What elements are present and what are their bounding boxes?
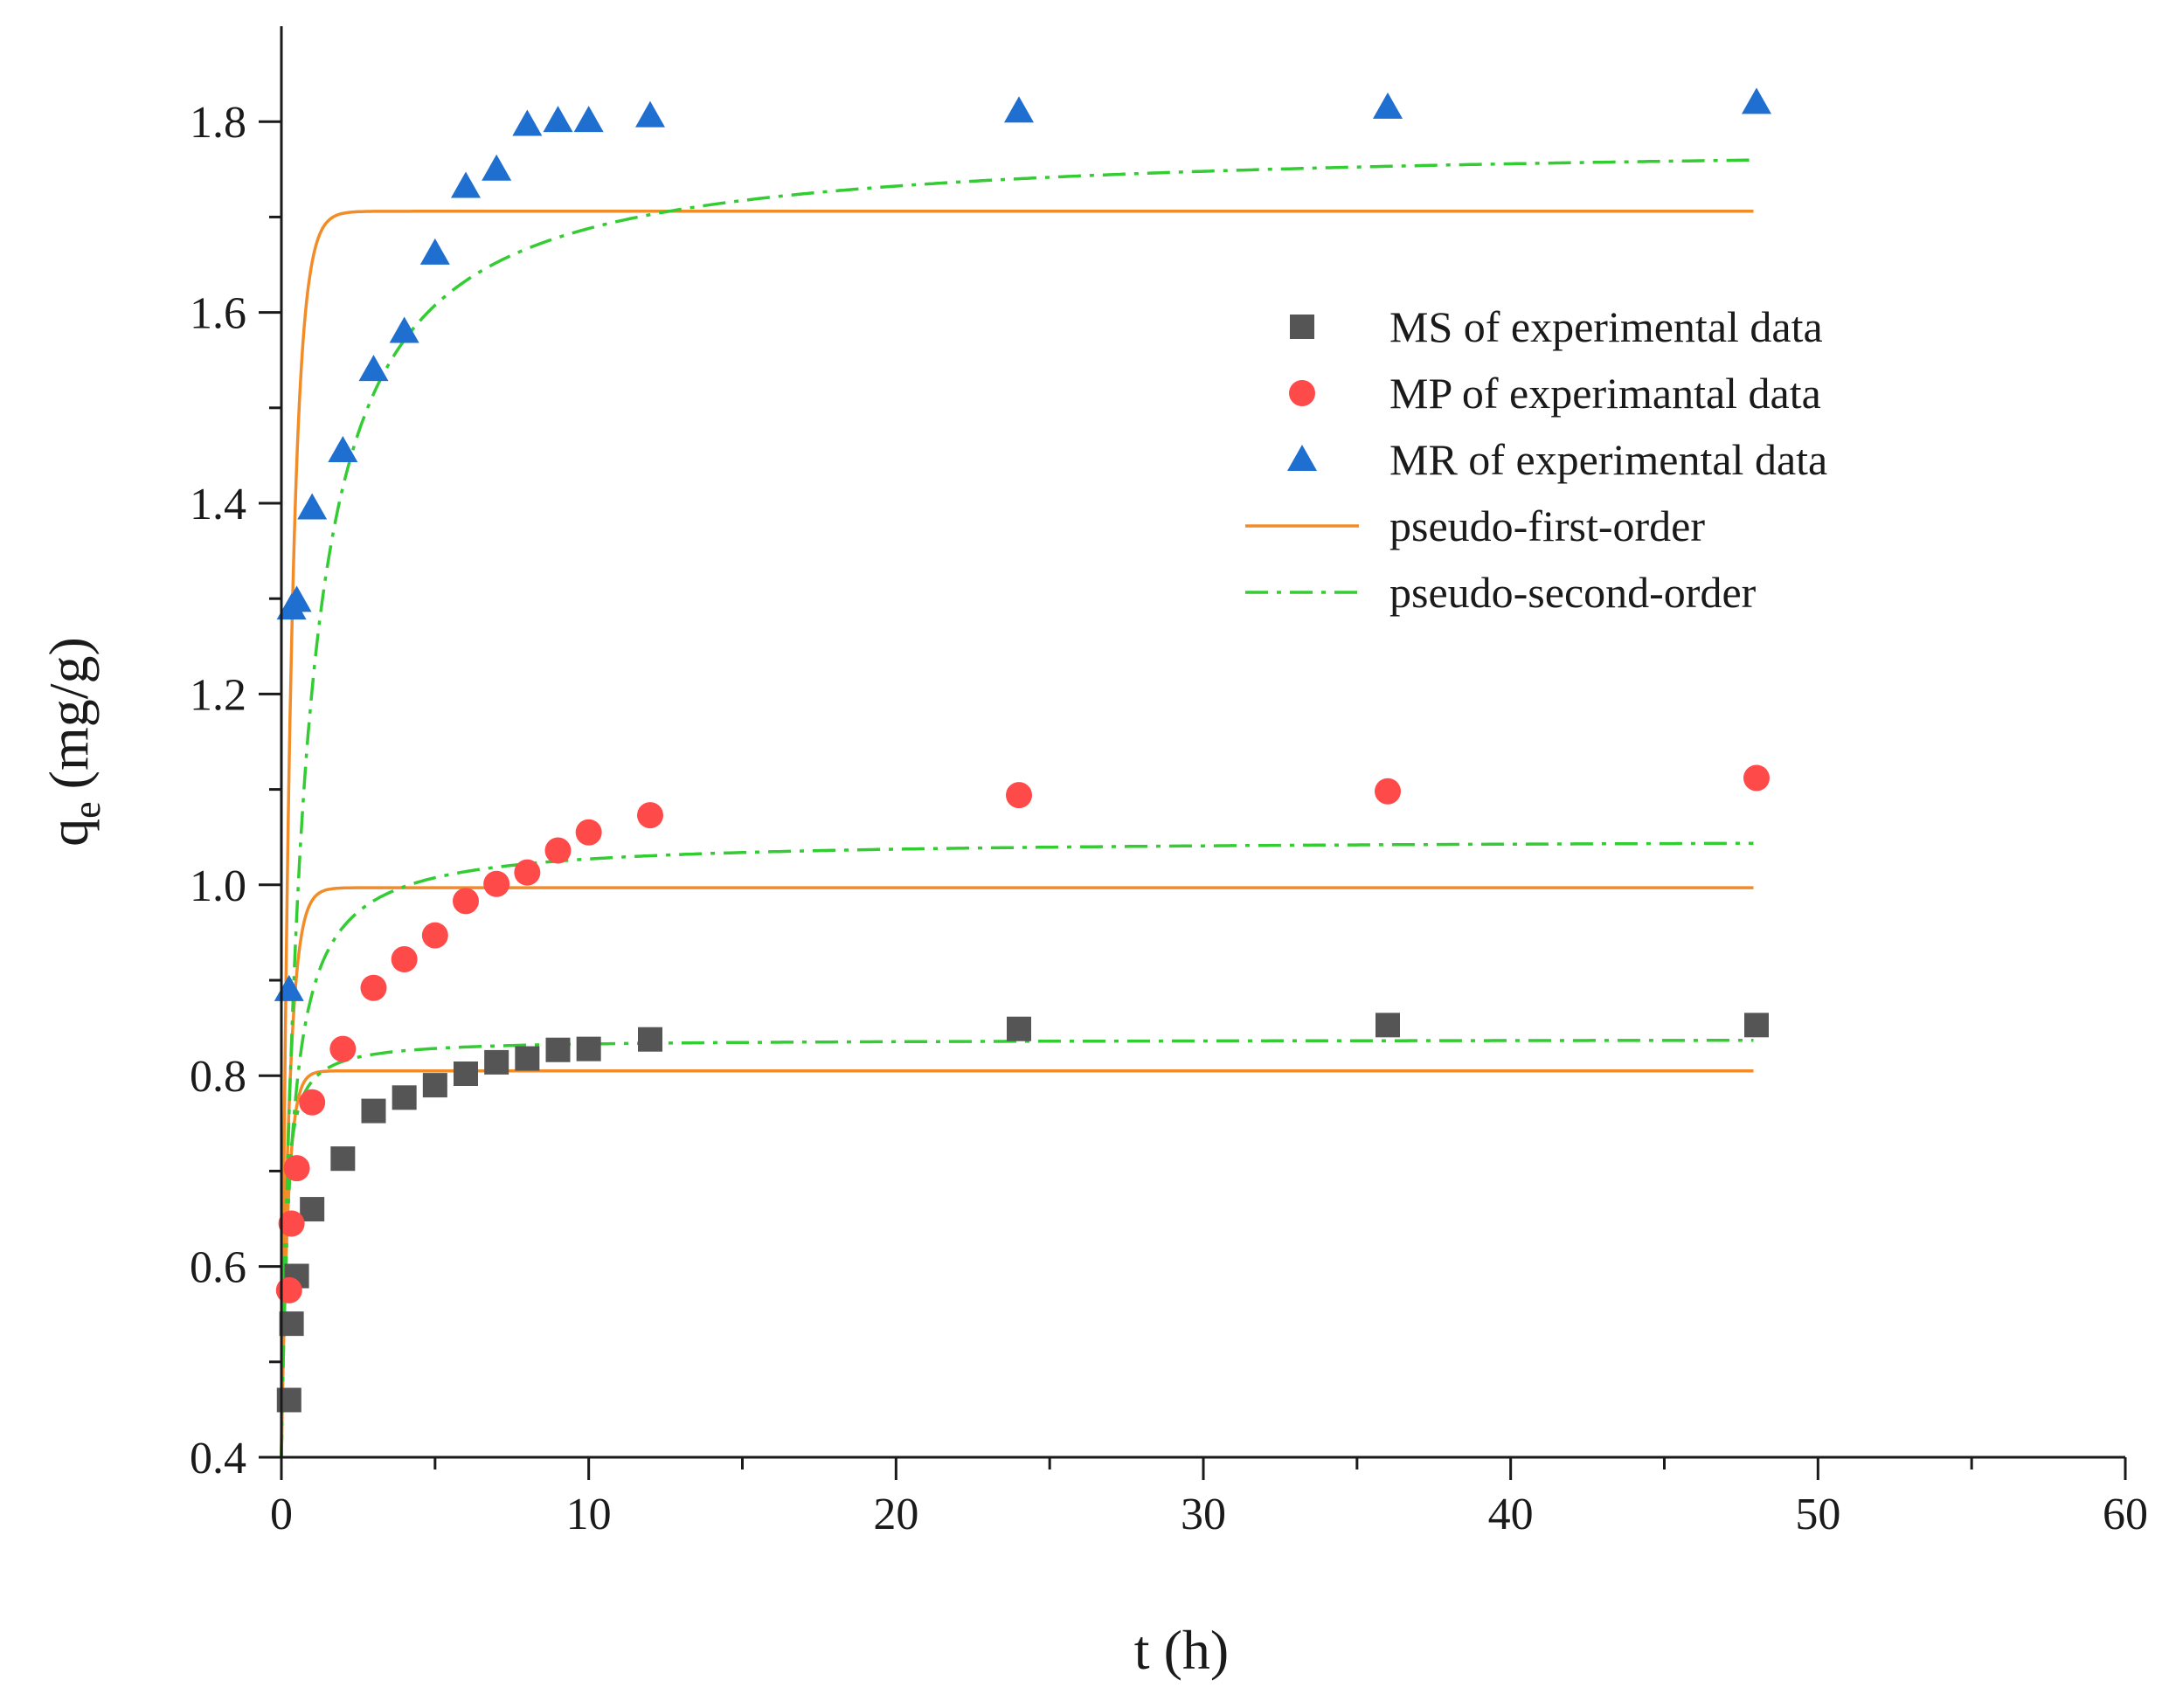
data-point-ms <box>1007 1016 1031 1041</box>
legend-marker-square <box>1290 315 1314 339</box>
legend-label: MP of experimantal data <box>1389 369 1821 418</box>
y-tick-label: 0.8 <box>190 1052 246 1102</box>
ticks-layer: 0 10 20 30 40 50 60 0.4 0.6 0.8 1.0 1.2 1.4 1.6 1.8 <box>190 98 2148 1539</box>
y-axis-title-unit: (mg/g) <box>38 637 100 789</box>
data-point-ms <box>422 1073 447 1098</box>
y-tick-label: 0.6 <box>190 1243 246 1293</box>
y-tick-label: 1.2 <box>190 670 246 720</box>
data-point-mp <box>637 802 663 829</box>
data-point-ms <box>454 1061 478 1087</box>
fit-curves-layer <box>280 158 1754 1458</box>
data-point-mr <box>328 435 358 462</box>
data-point-mr <box>1373 92 1403 119</box>
x-tick-label: 20 <box>873 1490 918 1539</box>
data-point-mp <box>275 1276 302 1303</box>
data-point-mr <box>281 585 312 612</box>
pso-curve-ms <box>280 1039 1754 1458</box>
data-point-mp <box>421 922 448 949</box>
data-point-mr <box>274 974 304 1001</box>
data-point-ms <box>1744 1013 1769 1038</box>
data-point-ms <box>279 1311 304 1337</box>
data-point-mr <box>635 100 665 128</box>
pfo-curve-ms <box>280 1068 1754 1458</box>
data-point-ms <box>392 1085 417 1110</box>
x-axis-title: t (h) <box>1134 1619 1229 1681</box>
data-point-mr <box>451 171 481 198</box>
legend-label: pseudo-second-order <box>1389 568 1757 617</box>
legend-label: pseudo-first-order <box>1389 501 1705 550</box>
pfo-curve-mp <box>280 886 1754 1458</box>
y-tick-label: 1.6 <box>190 289 246 339</box>
legend-marker-triangle <box>1287 445 1317 471</box>
data-point-mr <box>512 109 543 136</box>
data-point-mr <box>419 238 450 265</box>
y-tick-label: 1.0 <box>190 861 246 911</box>
x-tick-label: 60 <box>2103 1490 2148 1539</box>
data-point-mr <box>482 154 512 181</box>
x-tick-label: 10 <box>566 1490 612 1539</box>
pso-curve-mp <box>280 841 1754 1458</box>
data-point-mr <box>573 106 604 133</box>
data-point-mr <box>1004 96 1034 123</box>
data-point-ms <box>638 1027 662 1052</box>
y-tick-label: 1.8 <box>190 98 246 148</box>
data-point-mp <box>1743 764 1770 792</box>
data-point-ms <box>545 1037 571 1062</box>
data-point-mr <box>543 106 573 133</box>
data-point-ms <box>300 1197 325 1222</box>
data-point-ms <box>330 1146 356 1172</box>
data-point-ms <box>515 1046 540 1071</box>
data-point-mp <box>575 819 602 846</box>
data-point-mr <box>389 316 419 343</box>
data-point-ms <box>484 1049 509 1075</box>
data-point-mp <box>360 974 387 1001</box>
data-point-mp <box>1006 782 1032 809</box>
data-point-ms <box>361 1098 386 1124</box>
data-point-mr <box>1742 87 1771 114</box>
data-point-mp <box>329 1035 357 1062</box>
legend-marker-circle <box>1289 380 1315 406</box>
data-point-mp <box>278 1210 305 1237</box>
data-point-mp <box>283 1155 310 1182</box>
data-point-mp <box>544 837 572 864</box>
x-tick-label: 0 <box>270 1490 293 1539</box>
x-tick-label: 30 <box>1181 1490 1226 1539</box>
y-axis-title-subscript: e <box>66 801 108 819</box>
axes-layer <box>280 26 2125 1459</box>
pfo-curve-mr <box>280 210 1754 1458</box>
legend-label: MS of experimental data <box>1389 302 1823 351</box>
x-tick-label: 40 <box>1488 1490 1534 1539</box>
data-point-mp <box>453 888 479 915</box>
pso-curve-mr <box>280 158 1754 1458</box>
y-axis-title-main: q <box>38 819 100 847</box>
data-point-mr <box>297 493 328 520</box>
data-point-mr <box>358 355 389 382</box>
data-points-layer <box>274 87 1771 1413</box>
data-point-mp <box>1375 778 1401 805</box>
legend: MS of experimental data MP of experimanta… <box>1245 302 1827 617</box>
data-point-ms <box>576 1036 601 1061</box>
data-point-ms <box>1376 1013 1400 1038</box>
data-point-mp <box>299 1089 326 1116</box>
y-tick-label: 0.4 <box>190 1434 246 1483</box>
legend-label: MR of experimental data <box>1389 435 1827 484</box>
y-axis-title: qe (mg/g) <box>38 637 108 847</box>
data-point-mp <box>514 859 541 886</box>
data-point-mp <box>483 870 510 897</box>
y-tick-label: 1.4 <box>190 480 246 529</box>
x-tick-label: 50 <box>1795 1490 1840 1539</box>
data-point-mp <box>391 945 418 972</box>
